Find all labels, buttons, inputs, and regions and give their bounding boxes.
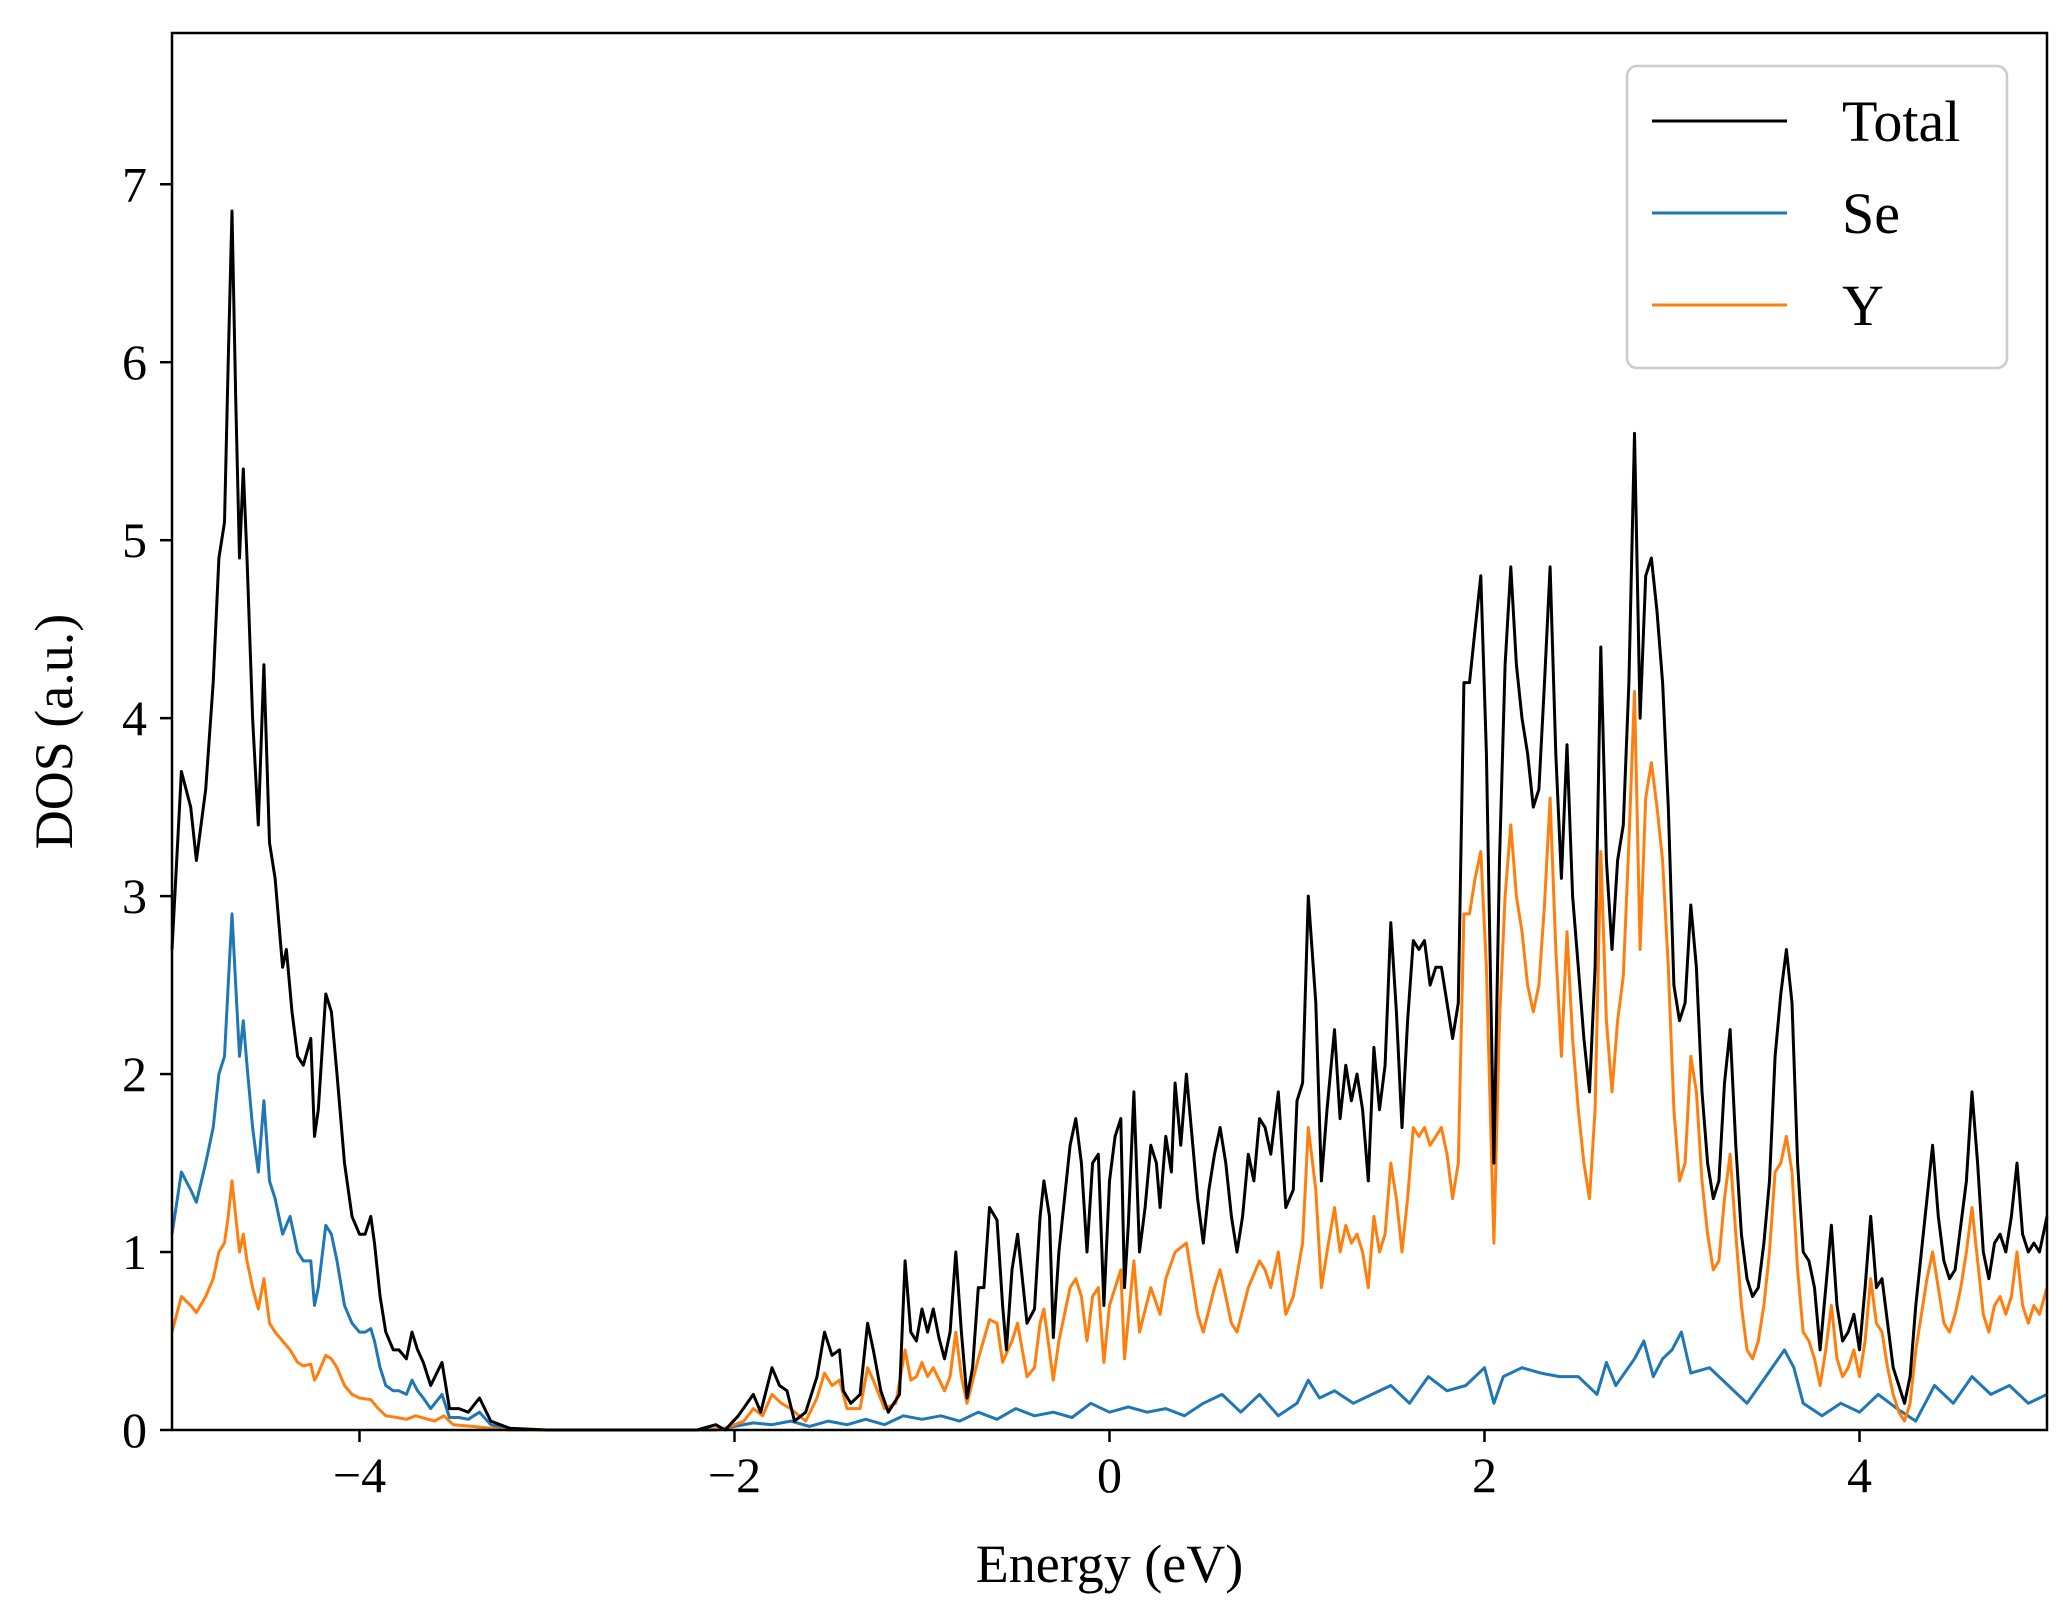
- x-tick-label: 4: [1847, 1447, 1872, 1503]
- x-axis-label: Energy (eV): [976, 1534, 1243, 1594]
- y-tick-label: 1: [122, 1224, 147, 1280]
- y-tick-label: 5: [122, 512, 147, 568]
- y-tick-label: 4: [122, 690, 147, 746]
- legend-label-total: Total: [1842, 89, 1960, 154]
- legend-label-se: Se: [1842, 181, 1900, 246]
- legend: Total Se Y: [1625, 64, 2009, 370]
- y-tick-label: 7: [122, 156, 147, 212]
- x-axis-ticks: −4 −2 0 2 4: [333, 1430, 1872, 1503]
- x-tick-label: 0: [1097, 1447, 1122, 1503]
- y-tick-label: 6: [122, 334, 147, 390]
- y-axis-label: DOS (a.u.): [24, 614, 84, 849]
- series-line-se: [170, 912, 2048, 1432]
- series-layer: [170, 209, 2049, 1432]
- legend-box: [1625, 64, 2009, 370]
- legend-label-y: Y: [1842, 273, 1884, 338]
- x-tick-label: −4: [333, 1447, 386, 1503]
- x-tick-label: −2: [708, 1447, 761, 1503]
- x-tick-label: 2: [1472, 1447, 1497, 1503]
- series-line-y: [170, 690, 2049, 1432]
- y-tick-label: 0: [122, 1402, 147, 1458]
- series-line-total: [170, 209, 2049, 1432]
- y-tick-label: 2: [122, 1046, 147, 1102]
- y-tick-label: 3: [122, 868, 147, 924]
- y-axis-ticks: 0 1 2 3 4 5 6 7: [122, 156, 172, 1458]
